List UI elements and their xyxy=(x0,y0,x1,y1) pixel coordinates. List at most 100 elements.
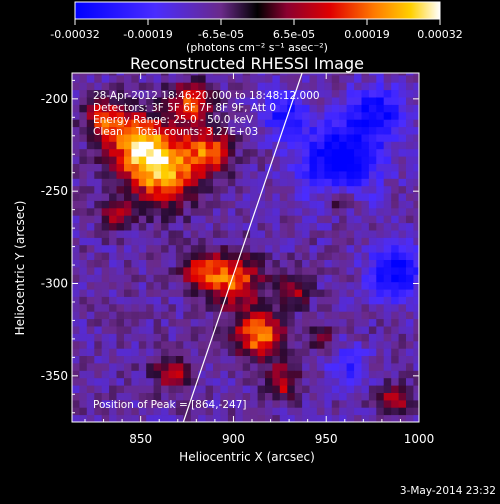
heatmap-cell xyxy=(146,178,155,187)
heatmap-cell xyxy=(250,82,258,91)
heatmap-cell xyxy=(339,230,348,238)
heatmap-cell xyxy=(265,207,273,216)
heatmap-cell xyxy=(161,252,169,260)
heatmap-cell xyxy=(279,333,288,342)
heatmap-cell xyxy=(309,385,318,393)
heatmap-cell xyxy=(101,340,110,349)
heatmap-cell xyxy=(72,340,80,349)
heatmap-cell xyxy=(227,148,236,157)
heatmap-cell xyxy=(413,355,419,364)
heatmap-cell xyxy=(324,193,333,201)
heatmap-cell xyxy=(324,348,333,356)
heatmap-cell xyxy=(272,73,281,76)
heatmap-cell xyxy=(168,119,177,128)
heatmap-cell xyxy=(183,296,192,305)
heatmap-cell xyxy=(376,170,385,179)
heatmap-cell xyxy=(235,104,244,113)
heatmap-cell xyxy=(265,215,273,224)
heatmap-cell xyxy=(227,170,236,179)
heatmap-cell xyxy=(316,73,325,76)
heatmap-cell xyxy=(242,370,251,379)
heatmap-cell xyxy=(94,340,103,349)
heatmap-cell xyxy=(250,104,258,113)
heatmap-cell xyxy=(302,326,310,334)
heatmap-cell xyxy=(265,399,273,408)
heatmap-cell xyxy=(175,362,184,371)
heatmap-cell xyxy=(368,156,377,164)
heatmap-cell xyxy=(116,74,125,83)
heatmap-cell xyxy=(361,311,370,320)
heatmap-cell xyxy=(331,311,340,320)
heatmap-cell xyxy=(205,303,214,312)
heatmap-cell xyxy=(398,244,407,253)
heatmap-cell xyxy=(391,207,400,216)
heatmap-cell xyxy=(376,141,385,150)
heatmap-cell xyxy=(376,74,385,83)
heatmap-cell xyxy=(124,385,132,393)
y-tick-label-3: -350 xyxy=(41,369,68,383)
heatmap-cell xyxy=(361,303,370,312)
heatmap-cell xyxy=(220,237,229,246)
heatmap-cell xyxy=(235,311,244,320)
heatmap-cell xyxy=(94,296,103,305)
heatmap-cell xyxy=(339,207,348,216)
heatmap-cell xyxy=(354,230,362,238)
heatmap-cell xyxy=(146,333,155,342)
heatmap-cell xyxy=(368,178,377,187)
heatmap-cell xyxy=(265,126,273,135)
heatmap-cell xyxy=(109,281,117,290)
heatmap-cell xyxy=(346,392,355,401)
heatmap-cell xyxy=(161,193,169,201)
heatmap-cell xyxy=(161,414,169,422)
heatmap-cell xyxy=(235,377,244,386)
heatmap-cell xyxy=(227,200,236,209)
heatmap-cell xyxy=(94,163,103,172)
heatmap-cell xyxy=(116,333,125,342)
heatmap-cell xyxy=(250,119,258,128)
heatmap-cell xyxy=(86,133,95,142)
heatmap-cell xyxy=(279,73,288,76)
heatmap-cell xyxy=(235,82,244,91)
heatmap-cell xyxy=(316,89,325,98)
heatmap-cell xyxy=(205,333,214,342)
heatmap-cell xyxy=(131,82,140,91)
heatmap-cell xyxy=(257,407,266,416)
heatmap-cell xyxy=(94,399,103,408)
heatmap-cell xyxy=(161,281,169,290)
heatmap-cell xyxy=(131,126,140,135)
heatmap-cell xyxy=(406,185,414,194)
heatmap-cell xyxy=(242,156,251,164)
heatmap-cell xyxy=(146,237,155,246)
heatmap-cell xyxy=(272,148,281,157)
heatmap-cell xyxy=(101,133,110,142)
heatmap-cell xyxy=(413,289,419,297)
heatmap-cell xyxy=(272,156,281,164)
heatmap-cell xyxy=(124,259,132,268)
heatmap-cell xyxy=(183,193,192,201)
heatmap-cell xyxy=(361,163,370,172)
heatmap-cell xyxy=(331,414,340,422)
heatmap-cell xyxy=(331,289,340,297)
heatmap-cell xyxy=(146,185,155,194)
heatmap-cell xyxy=(220,289,229,297)
heatmap-cell xyxy=(391,392,400,401)
heatmap-cell xyxy=(413,259,419,268)
heatmap-cell xyxy=(302,178,310,187)
heatmap-cell xyxy=(205,362,214,371)
heatmap-cell xyxy=(257,230,266,238)
heatmap-cell xyxy=(175,141,184,150)
heatmap-cell xyxy=(161,303,169,312)
heatmap-cell xyxy=(376,148,385,157)
heatmap-cell xyxy=(138,333,147,342)
heatmap-cell xyxy=(198,193,207,201)
heatmap-cell xyxy=(175,348,184,356)
heatmap-cell xyxy=(220,119,229,128)
heatmap-cell xyxy=(72,355,80,364)
heatmap-cell xyxy=(86,377,95,386)
heatmap-cell xyxy=(287,355,296,364)
colorbar: -0.00032 -0.00019 -6.5e-05 6.5e-05 0.000… xyxy=(50,1,463,54)
heatmap-cell xyxy=(79,82,88,91)
heatmap-cell xyxy=(220,163,229,172)
heatmap-cell xyxy=(391,119,400,128)
heatmap-cell xyxy=(205,274,214,283)
